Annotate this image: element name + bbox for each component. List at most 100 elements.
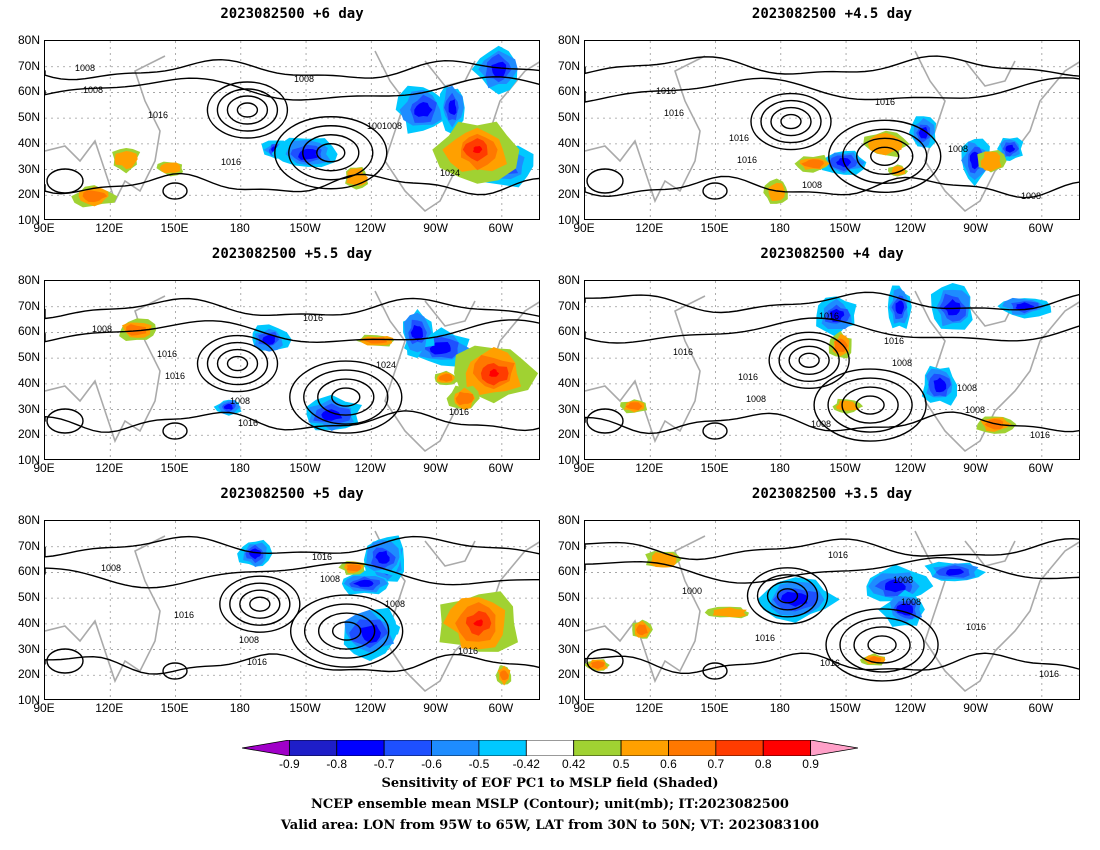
shading-region — [429, 342, 451, 355]
coastline — [45, 535, 166, 684]
colorbar-swatch — [383, 739, 432, 757]
isobar-contour — [249, 596, 271, 612]
lon-tick-label: 60W — [1028, 701, 1054, 715]
colorbar-tick-label: -0.8 — [326, 757, 348, 771]
lon-tick-label: 180 — [769, 701, 790, 715]
shading-region — [438, 373, 453, 382]
shading-region — [768, 182, 785, 201]
isobar-contour — [236, 102, 259, 118]
shading-region — [489, 368, 500, 377]
lat-tick-label: 80N — [557, 33, 580, 47]
map-graphic: 1016 1016 1008 1016 1008 1008 1016 1016 — [585, 41, 1079, 219]
lon-tick-label: 120W — [354, 221, 386, 235]
isobar-contour — [585, 317, 1079, 344]
lon-tick-label: 180 — [229, 701, 250, 715]
isobar-contour — [45, 58, 539, 81]
shading-region — [625, 402, 643, 411]
contour-label: 1024 — [376, 360, 396, 370]
lat-tick-label: 70N — [17, 298, 40, 313]
colorbar-tick-label: 0.42 — [562, 757, 586, 771]
colorbar — [241, 739, 859, 757]
lon-tick-label: 60W — [488, 701, 514, 715]
contour-label: 1016 — [828, 550, 848, 560]
lat-tick-label: 30N — [557, 401, 580, 416]
lat-tick-label: 20N — [17, 667, 40, 682]
lat-tick-label: 30N — [17, 401, 40, 416]
lat-tick-label: 10N — [17, 213, 40, 227]
contour-label: 1008 — [385, 599, 405, 609]
contour-label: 1008 — [320, 574, 340, 584]
isobar-contour — [206, 81, 289, 139]
contour-label: 1008 — [948, 144, 968, 154]
contour-label: 1008 — [1021, 191, 1041, 201]
contour-label: 1008 — [92, 324, 112, 334]
lat-tick-label: 80N — [17, 273, 40, 287]
lat-tick-label: 80N — [557, 273, 580, 287]
lon-tick-label: 90E — [33, 221, 55, 235]
contour-label: 1016 — [449, 407, 469, 417]
colorbar-tick-label: 0.7 — [707, 757, 725, 771]
isobar-contour — [760, 99, 822, 144]
contour-label: 1016 — [1039, 669, 1059, 679]
lon-tick-label: 150W — [289, 701, 321, 715]
shading-region — [946, 568, 965, 576]
coastline — [914, 290, 1079, 453]
shading-region — [499, 670, 509, 681]
lon-tick-label: 120E — [95, 221, 124, 235]
isobar-contour — [870, 146, 900, 166]
panel-title: 2023082500 +5 day — [220, 486, 364, 502]
lon-tick-label: 180 — [769, 461, 790, 475]
shading-region — [448, 99, 457, 115]
lat-tick-label: 40N — [17, 375, 40, 390]
lon-tick-label: 60W — [1028, 461, 1054, 475]
shading-region — [636, 624, 648, 636]
colorbar-swatch — [431, 739, 480, 757]
lon-tick-label: 150E — [700, 461, 729, 475]
shading-region — [455, 391, 474, 406]
contour-label: 1016 — [247, 657, 267, 667]
lat-tick-label: 20N — [17, 427, 40, 442]
map-panel: 1008 1016 1016 1008 1001008 1024 1008 — [44, 40, 540, 220]
caption-line-2: NCEP ensemble mean MSLP (Contour); unit(… — [311, 797, 789, 812]
shading-region — [114, 151, 138, 170]
contour-label: 1016 — [174, 610, 194, 620]
lon-tick-label: 120E — [635, 701, 664, 715]
isobar-contour — [813, 368, 927, 442]
contour-label: 1008 — [239, 635, 259, 645]
shading-region — [126, 324, 147, 336]
isobar-contour — [768, 331, 850, 390]
colorbar-swatch — [762, 739, 812, 757]
contour-label: 1008 — [811, 419, 831, 429]
shading-region — [712, 607, 747, 618]
lon-tick-label: 90W — [423, 221, 448, 235]
lon-tick-label: 180 — [229, 221, 250, 235]
colorbar-tick-label: -0.7 — [373, 757, 395, 771]
colorbar-tick-label: -0.9 — [279, 757, 300, 771]
isobar-contour — [586, 408, 624, 434]
lat-tick-label: 60N — [17, 84, 40, 99]
isobar-contour — [206, 341, 269, 386]
isobar-contour — [856, 137, 914, 175]
lat-tick-label: 10N — [557, 213, 580, 227]
shading-region — [414, 102, 433, 117]
lon-tick-label: 90W — [963, 221, 988, 235]
coastline — [914, 50, 1079, 213]
lat-tick-label: 80N — [557, 513, 580, 527]
contour-label: 1008 — [294, 74, 314, 84]
lon-tick-label: 90W — [423, 701, 448, 715]
isobar-contour — [317, 378, 375, 416]
map-panel: 1016 1008 1016 1008 1016 1016 1008 1016 1008 1008 — [584, 280, 1080, 460]
lat-tick-label: 50N — [17, 110, 40, 125]
contour-label: 1008 — [892, 358, 912, 368]
lon-tick-label: 120E — [95, 461, 124, 475]
colorbar-swatch — [288, 739, 338, 757]
isobar-contour — [585, 175, 1079, 199]
shading-region — [918, 126, 929, 139]
shading-region — [969, 151, 980, 170]
contour-label: 1016 — [664, 108, 684, 118]
contour-label: 1008 — [802, 180, 822, 190]
lat-tick-label: 40N — [557, 375, 580, 390]
coastline — [45, 295, 166, 444]
lon-tick-label: 150E — [700, 701, 729, 715]
panel-title: 2023082500 +5.5 day — [211, 246, 373, 262]
